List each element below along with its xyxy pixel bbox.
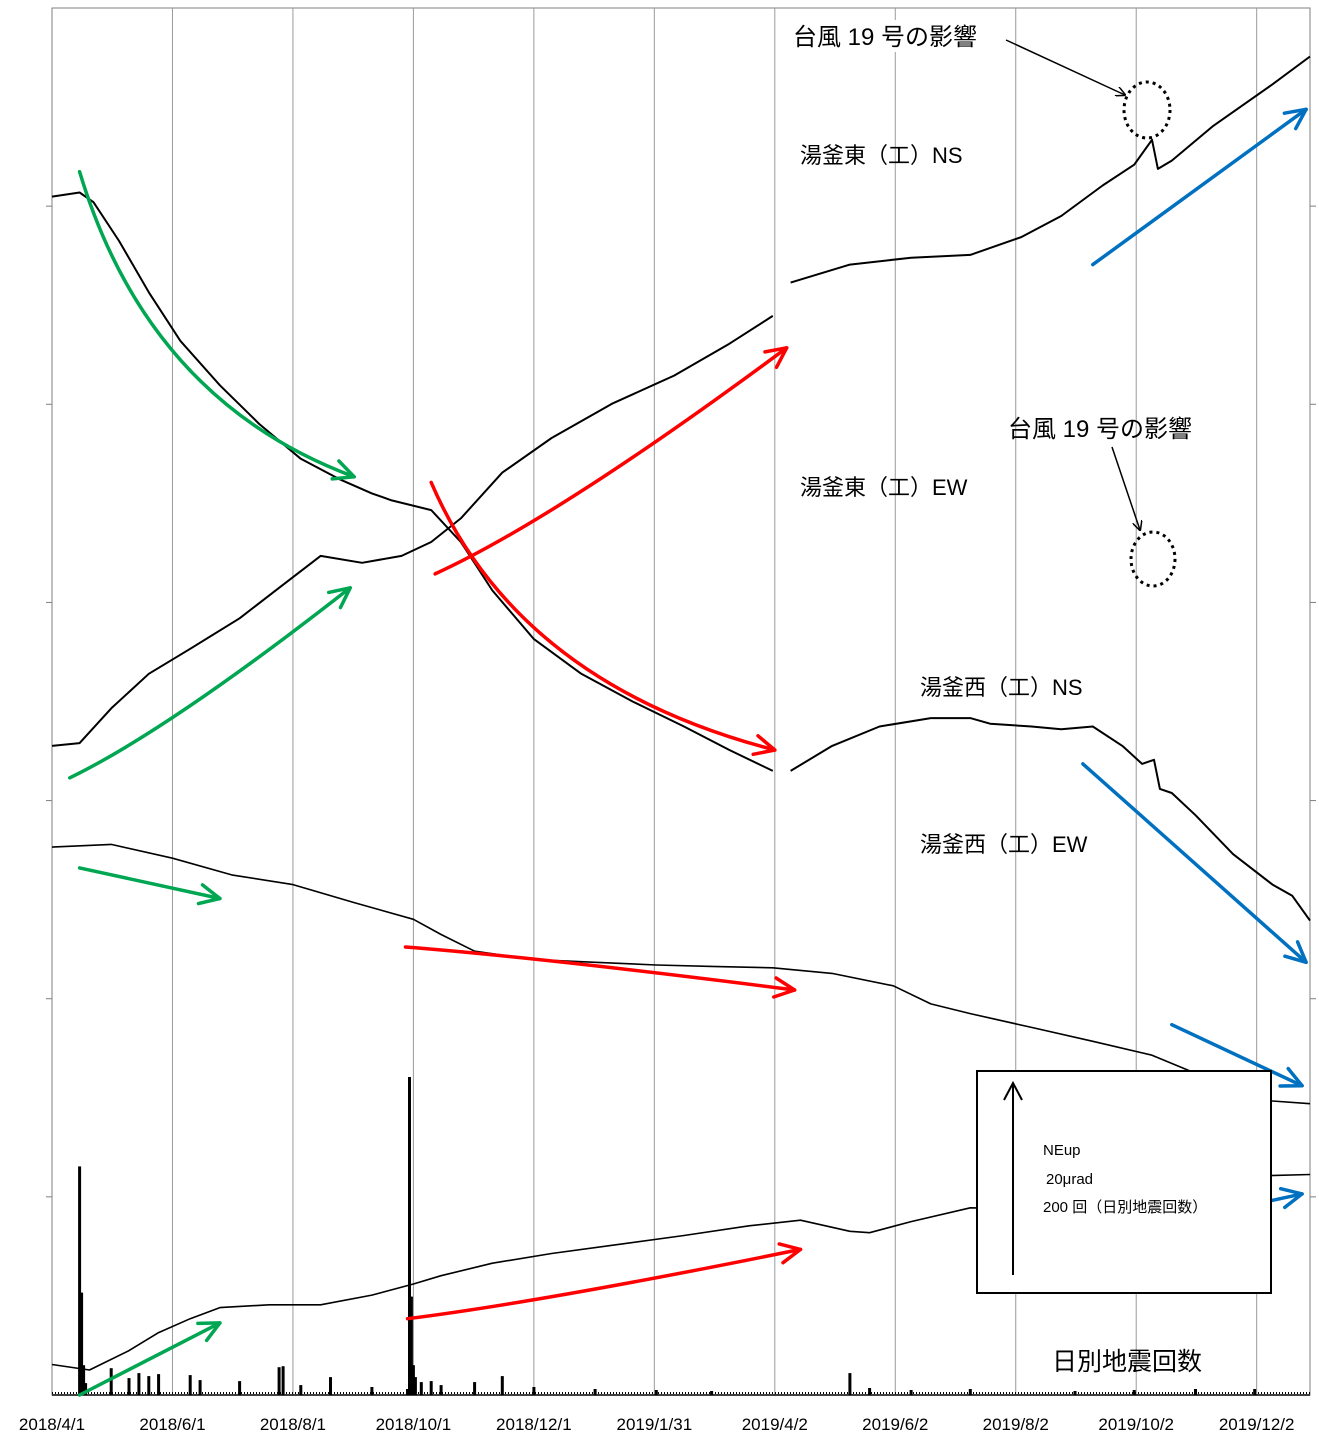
x-tick-label: 2018/12/1: [496, 1415, 572, 1434]
x-tick-label: 2019/8/2: [983, 1415, 1049, 1434]
series-label-east-ns: 湯釜東（工）NS: [800, 143, 963, 168]
trend-arrow-4: [431, 482, 775, 750]
x-tick-label: 2019/4/2: [742, 1415, 808, 1434]
scale-legend-line-2: 20μrad: [1046, 1171, 1093, 1188]
series-label-west-ns: 湯釜西（工）NS: [920, 675, 1083, 700]
trend-arrow-1: [70, 588, 350, 778]
earthquake-count-label: 日別地震回数: [1052, 1348, 1202, 1376]
typhoon-annotation-ew: 台風 19 号の影響: [1008, 416, 1192, 443]
trend-arrow-6: [406, 947, 795, 990]
series-line-0-segment-1: [791, 718, 1310, 921]
x-tick-label: 2018/8/1: [260, 1415, 326, 1434]
earthquake-count-bar: [848, 1373, 851, 1395]
x-tick-label: 2019/1/31: [617, 1415, 693, 1434]
series-line-0-segment-0: [52, 193, 773, 771]
series-label-west-ew: 湯釜西（工）EW: [920, 832, 1088, 857]
trend-arrow-2: [80, 868, 220, 899]
trend-arrow-9: [1083, 764, 1306, 962]
trend-arrow-0: [80, 172, 355, 477]
highlight-circle-ns: [1124, 82, 1170, 138]
earthquake-count-bar: [157, 1374, 160, 1395]
scale-legend-line-1: NEup: [1043, 1142, 1081, 1159]
earthquake-count-bar: [278, 1367, 281, 1395]
earthquake-count-bar: [137, 1373, 140, 1395]
x-tick-label: 2018/6/1: [139, 1415, 205, 1434]
scale-legend-line-3: 200 回（日別地震回数）: [1043, 1199, 1207, 1216]
typhoon-annotation-ns: 台風 19 号の影響: [793, 24, 977, 51]
earthquake-count-bar: [282, 1366, 285, 1395]
x-tick-label: 2019/10/2: [1098, 1415, 1174, 1434]
trend-arrow-7: [408, 1249, 801, 1318]
series-line-1-segment-0: [52, 316, 773, 746]
scale-legend: NEup 20μrad 200 回（日別地震回数）: [977, 1071, 1271, 1293]
series-line-2-segment-0: [52, 844, 1310, 1103]
trend-arrow-5: [435, 348, 787, 574]
x-tick-label: 2019/12/2: [1219, 1415, 1295, 1434]
trend-arrow-8: [1093, 109, 1306, 264]
x-tick-label: 2018/10/1: [376, 1415, 452, 1434]
highlight-circle-ew: [1131, 532, 1175, 586]
scale-legend-box: [977, 1071, 1271, 1293]
series-line-1-segment-1: [791, 57, 1310, 283]
earthquake-count-bar: [110, 1368, 113, 1395]
series-label-east-ew: 湯釜東（工）EW: [800, 475, 968, 500]
x-tick-label: 2019/6/2: [862, 1415, 928, 1434]
x-tick-label: 2018/4/1: [19, 1415, 85, 1434]
annotation-pointer-ns: [1006, 40, 1125, 95]
